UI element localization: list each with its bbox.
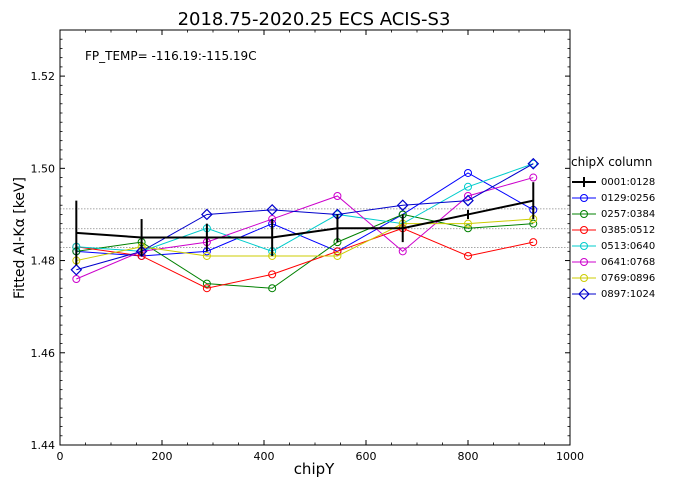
point-0257:0384-2 bbox=[202, 279, 211, 288]
x-axis-label: chipY bbox=[294, 460, 335, 478]
legend-item-0001:0128: 0001:0128 bbox=[571, 174, 667, 190]
point-0769:0896-2 bbox=[202, 251, 211, 260]
legend-item-0513:0640: 0513:0640 bbox=[571, 238, 667, 254]
series-line-0385:0512 bbox=[76, 227, 534, 289]
point-0897:1024-0 bbox=[70, 263, 83, 276]
legend-marker bbox=[580, 210, 588, 218]
point-0641:0768-7 bbox=[529, 173, 538, 182]
legend-label-0769:0896: 0769:0896 bbox=[601, 272, 656, 284]
legend-marker bbox=[580, 274, 588, 282]
point-0897:1024-1 bbox=[135, 245, 148, 258]
legend-item-0897:1024: 0897:1024 bbox=[571, 286, 667, 302]
legend-swatch-0129:0256 bbox=[572, 194, 596, 202]
point-0897:1024-2 bbox=[201, 208, 213, 221]
legend-marker bbox=[580, 226, 588, 234]
series-line-0769:0896 bbox=[76, 218, 534, 262]
legend-swatch-0385:0512 bbox=[572, 226, 596, 234]
point-0641:0768-5 bbox=[398, 247, 407, 256]
legend-label-0385:0512: 0385:0512 bbox=[601, 224, 656, 236]
x-tick-label-4: 800 bbox=[458, 450, 479, 463]
legend-swatch-0897:1024 bbox=[572, 288, 596, 300]
x-tick-label-2: 400 bbox=[254, 450, 275, 463]
legend-item-0129:0256: 0129:0256 bbox=[571, 190, 667, 206]
legend-item-0769:0896: 0769:0896 bbox=[571, 270, 667, 286]
legend-marker bbox=[580, 194, 588, 202]
point-0897:1024-6 bbox=[462, 194, 474, 207]
legend-swatch-0001:0128 bbox=[572, 177, 596, 187]
series-line-0897:1024 bbox=[76, 163, 534, 271]
plot-area: 0 200 400 600 800 1000 1.44 1.46 1.48 1.50 1.52 bbox=[31, 29, 584, 463]
point-0897:1024-3 bbox=[266, 203, 279, 216]
point-0385:0512-7 bbox=[529, 238, 538, 247]
legend-label-0257:0384: 0257:0384 bbox=[601, 208, 656, 220]
x-tick-label-0: 0 bbox=[57, 450, 64, 463]
point-0385:0512-4 bbox=[333, 247, 342, 256]
legend-swatch-0257:0384 bbox=[572, 210, 596, 218]
legend-label-0129:0256: 0129:0256 bbox=[601, 192, 656, 204]
legend-label-0513:0640: 0513:0640 bbox=[601, 240, 656, 252]
y-tick-label-4: 1.52 bbox=[31, 70, 56, 83]
point-0897:1024-7 bbox=[527, 157, 540, 170]
legend-swatch-0769:0896 bbox=[572, 274, 596, 282]
point-0257:0384-7 bbox=[529, 219, 538, 228]
point-0641:0768-6 bbox=[464, 192, 472, 200]
x-tick-label-1: 200 bbox=[152, 450, 173, 463]
legend-marker bbox=[578, 288, 590, 300]
legend-item-0641:0768: 0641:0768 bbox=[571, 254, 667, 270]
chart-title: 2018.75-2020.25 ECS ACIS-S3 bbox=[178, 9, 451, 30]
series-line-0257:0384 bbox=[76, 213, 534, 289]
fp-temp-annotation: FP_TEMP= -116.19:-115.19C bbox=[85, 49, 257, 63]
point-0385:0512-3 bbox=[268, 270, 277, 279]
y-tick-label-1: 1.46 bbox=[31, 347, 56, 360]
legend-marker bbox=[580, 258, 588, 266]
point-0257:0384-6 bbox=[464, 224, 472, 233]
y-tick-label-0: 1.44 bbox=[31, 439, 56, 452]
y-axis-label: Fitted Al-Kα [keV] bbox=[12, 177, 28, 299]
point-0385:0512-6 bbox=[464, 251, 472, 260]
series-line-0641:0768 bbox=[76, 177, 534, 280]
point-0769:0896-6 bbox=[464, 219, 472, 228]
x-tick-label-3: 600 bbox=[356, 450, 377, 463]
legend-label-0897:1024: 0897:1024 bbox=[601, 288, 656, 300]
legend-item-0385:0512: 0385:0512 bbox=[571, 222, 667, 238]
series-line-0001:0128 bbox=[76, 199, 534, 239]
legend-item-0257:0384: 0257:0384 bbox=[571, 206, 667, 222]
point-0385:0512-2 bbox=[202, 284, 211, 293]
legend-label-0001:0128: 0001:0128 bbox=[601, 176, 656, 188]
point-0641:0768-4 bbox=[333, 192, 342, 200]
point-0897:1024-5 bbox=[396, 199, 409, 212]
legend-marker bbox=[580, 242, 588, 250]
y-tick-label-2: 1.48 bbox=[31, 255, 56, 268]
legend-title: chipX column bbox=[571, 155, 653, 169]
legend-swatch-0641:0768 bbox=[572, 258, 596, 266]
point-0513:0640-7 bbox=[529, 159, 538, 168]
legend-swatch-0513:0640 bbox=[572, 242, 596, 250]
point-0513:0640-6 bbox=[464, 182, 472, 191]
legend-label-0641:0768: 0641:0768 bbox=[601, 256, 656, 268]
point-0129:0256-6 bbox=[464, 168, 472, 177]
legend-rows: 0001:0128 0129:0256 0257:0384 0385:0512 0513… bbox=[571, 174, 667, 302]
series-line-0129:0256 bbox=[76, 172, 534, 257]
y-tick-label-3: 1.50 bbox=[31, 162, 56, 175]
point-0257:0384-3 bbox=[268, 284, 277, 293]
x-tick-label-5: 1000 bbox=[556, 450, 584, 463]
legend: chipX column 0001:0128 0129:0256 0257:0384… bbox=[571, 155, 667, 302]
point-0769:0896-4 bbox=[333, 251, 342, 260]
